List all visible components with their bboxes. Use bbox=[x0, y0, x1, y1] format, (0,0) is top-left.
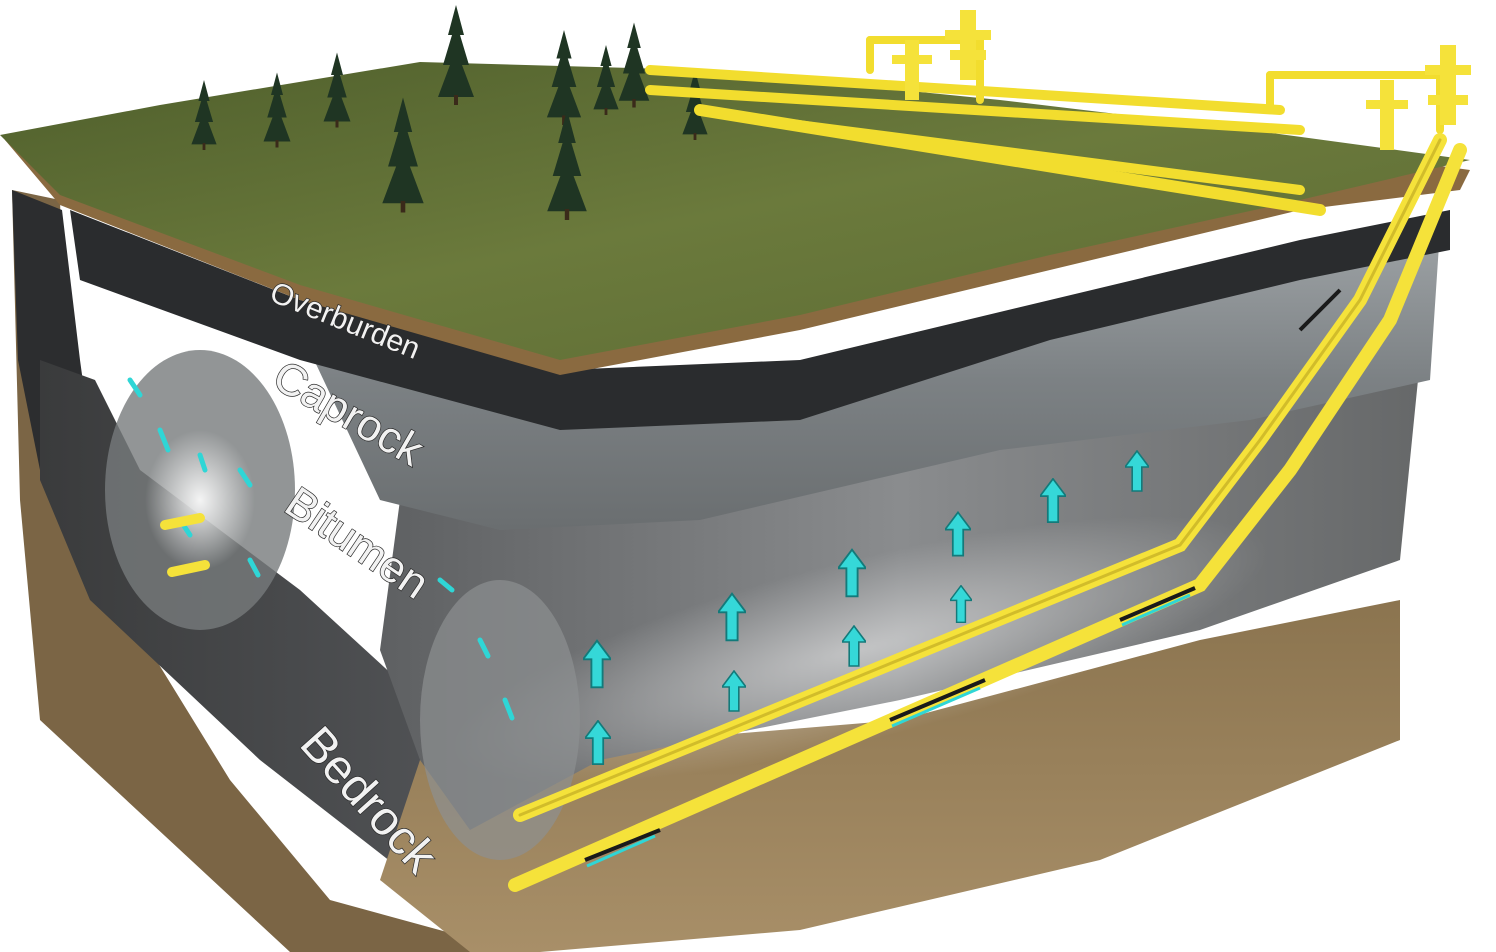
slotted-liners bbox=[584, 288, 1342, 862]
end-view-pipes bbox=[160, 513, 210, 577]
conifer-tree-icon bbox=[618, 22, 650, 108]
wellhead-icon-group bbox=[892, 10, 1471, 150]
wellhead-icon bbox=[945, 10, 991, 80]
wellhead-icon bbox=[1425, 45, 1471, 125]
ground-surface bbox=[0, 62, 1470, 375]
slotted-liners-cyan bbox=[586, 593, 1191, 868]
wellhead-icon bbox=[892, 40, 932, 100]
steam-streaks-end-view bbox=[127, 377, 515, 721]
block-front-face bbox=[70, 210, 1450, 952]
overburden-layer bbox=[70, 210, 1450, 430]
conifer-tree-icon bbox=[438, 5, 474, 105]
bedrock-layer bbox=[380, 600, 1400, 952]
wellhead-icon bbox=[1366, 80, 1408, 150]
